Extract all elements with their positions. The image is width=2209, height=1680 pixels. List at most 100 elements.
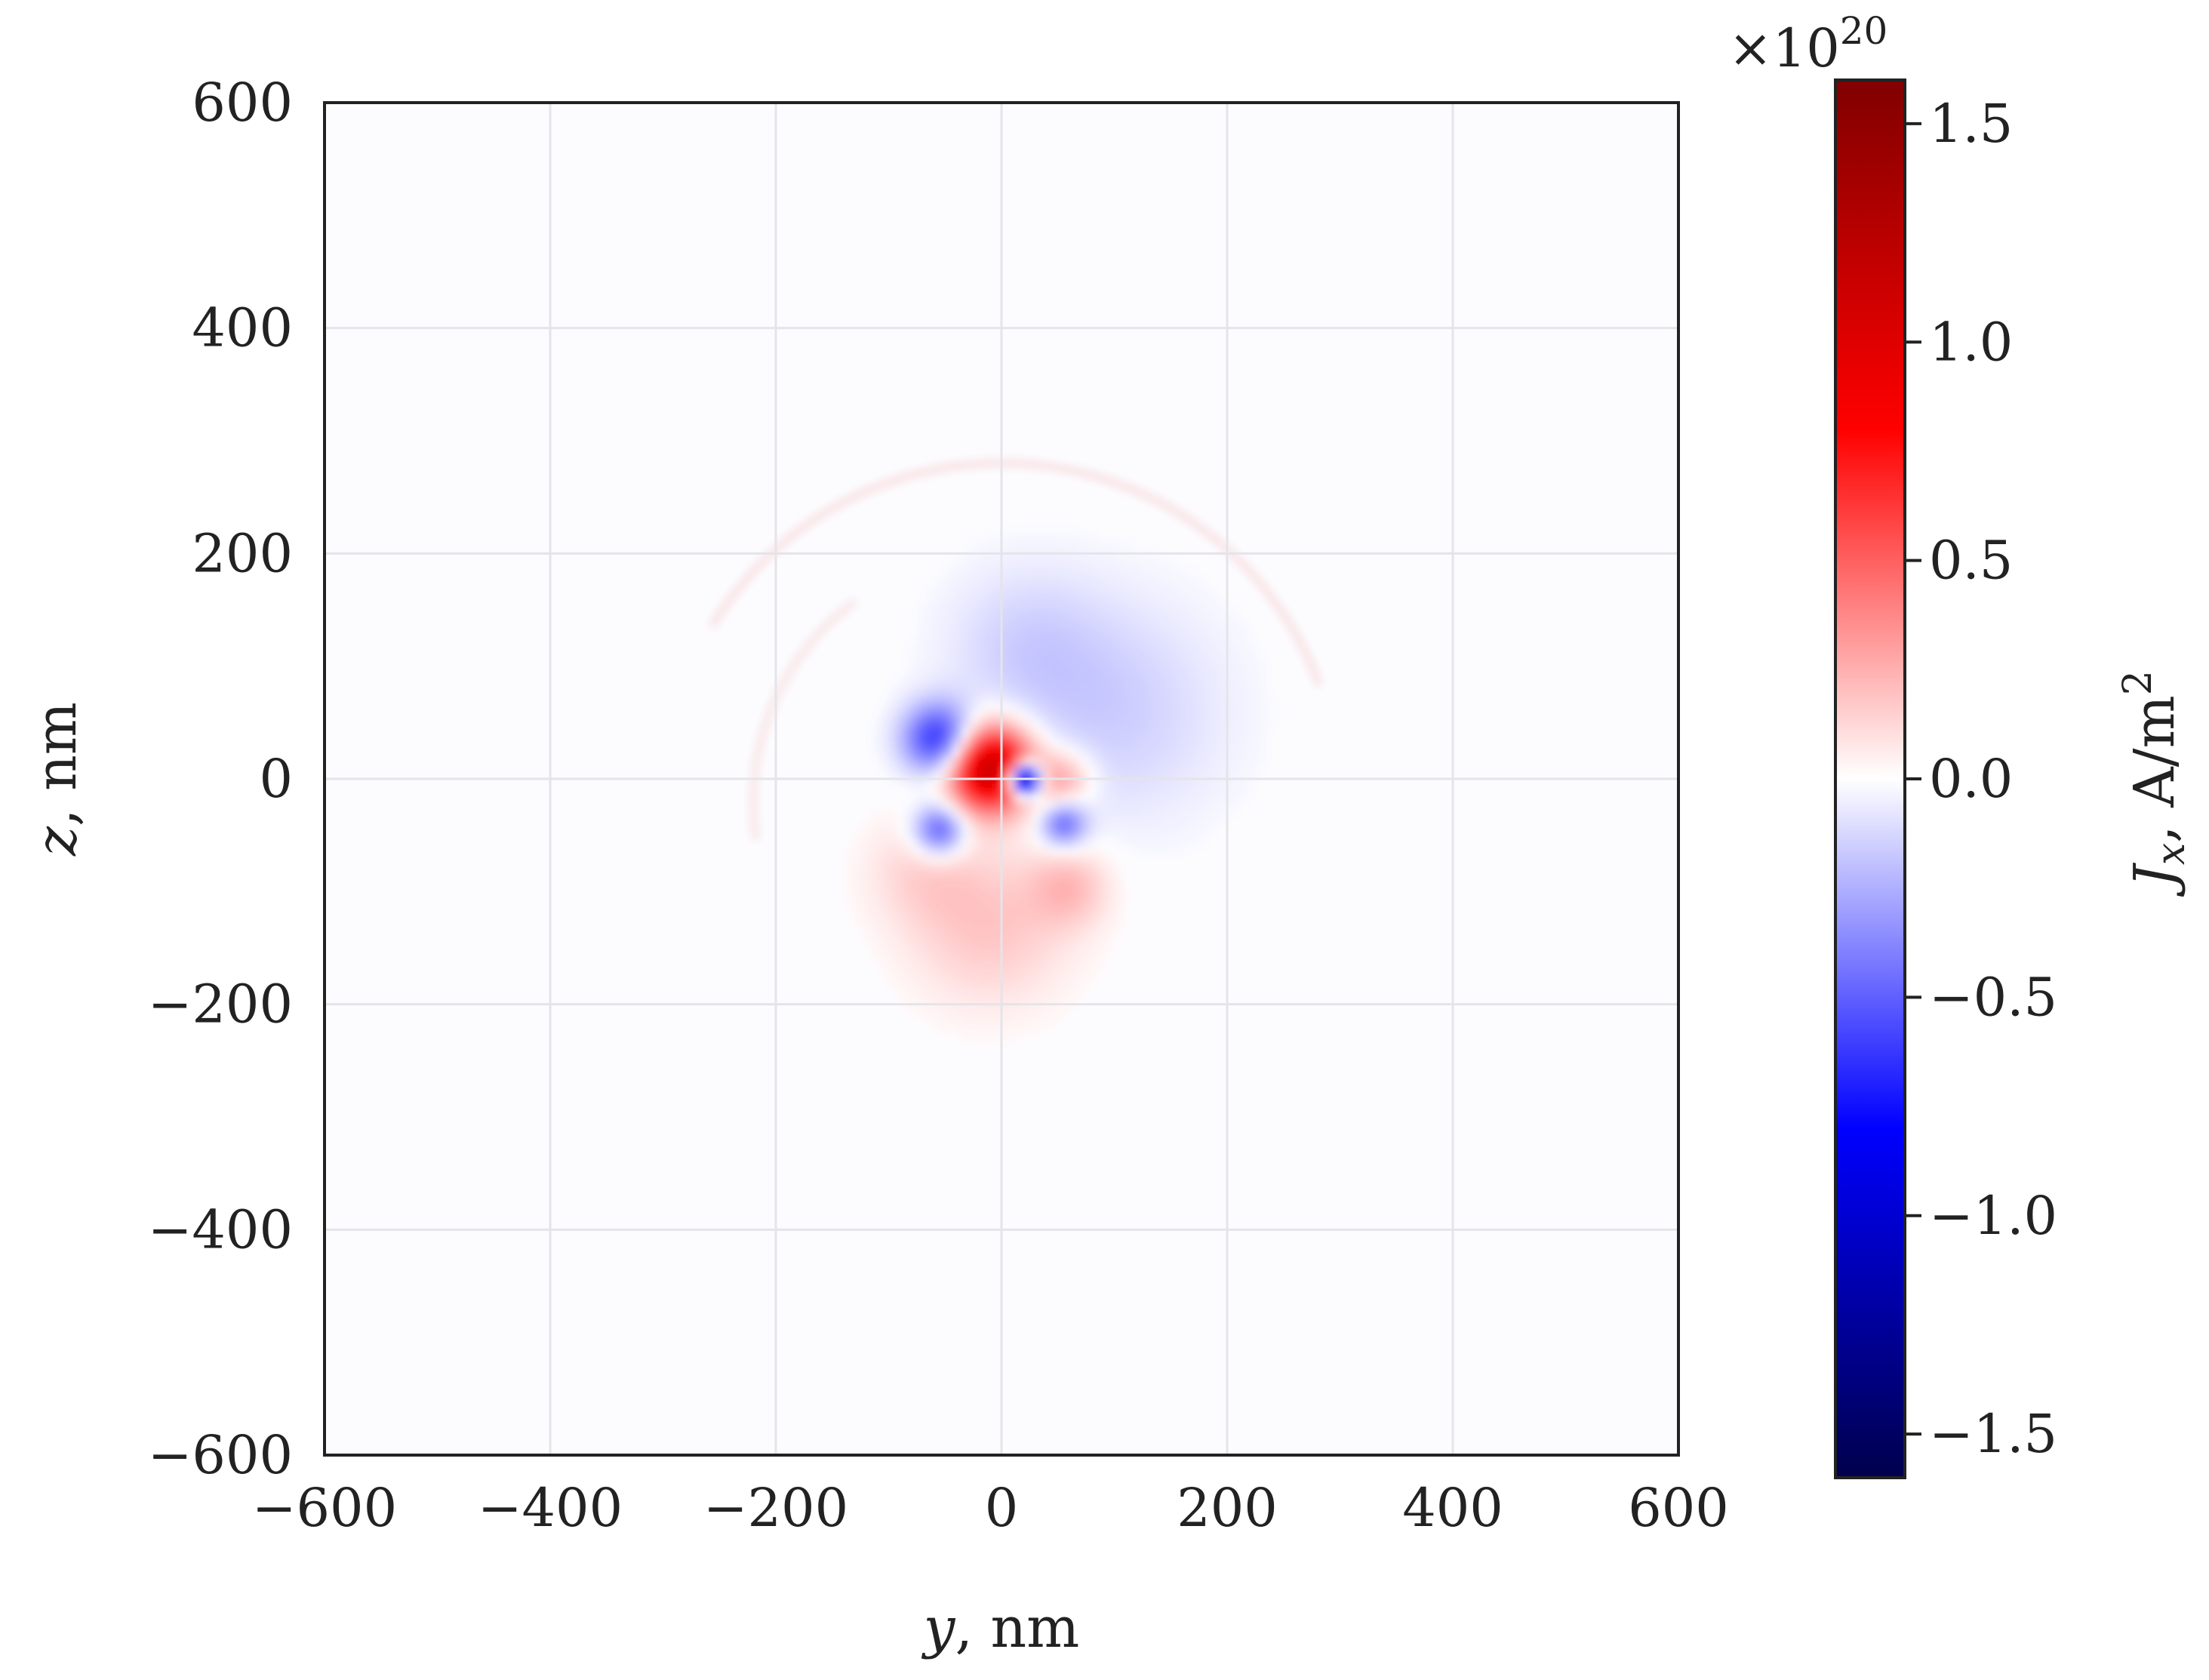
heatmap-cell <box>970 837 980 848</box>
heatmap-cell <box>961 603 971 613</box>
heatmap-cell <box>1114 738 1124 748</box>
heatmap-cell <box>906 873 916 883</box>
heatmap-cell <box>897 864 908 875</box>
heatmap-cell <box>1195 837 1205 848</box>
heatmap-cell <box>952 937 961 946</box>
heatmap-cell <box>915 837 925 848</box>
heatmap-cell <box>1204 612 1214 622</box>
heatmap-cell <box>1069 657 1079 667</box>
heatmap-cell <box>925 702 934 712</box>
heatmap-cell <box>1078 585 1088 595</box>
heatmap-cell <box>925 891 934 901</box>
heatmap-cell <box>934 963 943 974</box>
heatmap-cell <box>888 955 899 965</box>
heatmap-cell <box>988 531 998 541</box>
heatmap-cell <box>1177 684 1187 694</box>
heatmap-cell <box>1006 738 1016 748</box>
heatmap-cell <box>1087 720 1097 730</box>
heatmap-cell <box>1087 711 1097 721</box>
heatmap-cell <box>925 882 934 892</box>
heatmap-cell <box>925 684 934 694</box>
heatmap-cell <box>915 702 925 712</box>
heatmap-cell <box>1069 909 1079 919</box>
heatmap-cell <box>1069 666 1079 676</box>
heatmap-cell <box>979 891 989 901</box>
heatmap-cell <box>861 900 872 910</box>
heatmap-cell <box>925 792 934 802</box>
heatmap-cell <box>1087 540 1097 549</box>
heatmap-cell <box>1023 972 1034 983</box>
heatmap-cell <box>1051 558 1061 568</box>
heatmap-cell <box>1078 729 1088 739</box>
heatmap-cell <box>888 693 899 703</box>
heatmap-cell <box>1123 567 1134 577</box>
heatmap-cell <box>1186 693 1196 703</box>
heatmap-cell <box>870 909 881 919</box>
heatmap-cell <box>1014 1026 1025 1037</box>
heatmap-cell <box>952 657 961 667</box>
heatmap-cell <box>1096 603 1106 613</box>
heatmap-cell <box>925 810 934 820</box>
heatmap-cell <box>961 702 971 712</box>
heatmap-cell <box>852 855 863 866</box>
heatmap-cell <box>1177 738 1187 748</box>
heatmap-cell <box>1114 576 1124 586</box>
heatmap-cell <box>1204 810 1214 820</box>
heatmap-cell <box>1105 657 1115 667</box>
heatmap-cell <box>861 819 872 829</box>
heatmap-cell <box>1123 558 1134 568</box>
heatmap-cell <box>906 909 916 919</box>
heatmap-cell <box>1006 928 1016 937</box>
heatmap-cell <box>970 900 980 910</box>
heatmap-cell <box>1150 765 1160 775</box>
heatmap-cell <box>1014 729 1025 739</box>
heatmap-cell <box>1150 675 1160 685</box>
heatmap-cell <box>1195 576 1205 586</box>
heatmap-cell <box>934 873 943 883</box>
heatmap-cell <box>1051 657 1061 667</box>
heatmap-cell <box>979 756 989 766</box>
heatmap-cell <box>952 702 961 712</box>
heatmap-cell <box>1132 783 1142 793</box>
heatmap-cell <box>1096 891 1106 901</box>
heatmap-cell <box>1177 620 1187 631</box>
heatmap-cell <box>1096 648 1106 658</box>
heatmap-cell <box>1023 638 1034 649</box>
heatmap-cell <box>970 955 980 965</box>
heatmap-cell <box>1006 900 1016 910</box>
colorbar: 1.51.00.50.0−0.5−1.0−1.5 ×1020 Jx, A/m2 <box>1728 9 2194 1479</box>
heatmap-cell <box>934 918 943 928</box>
heatmap-cell <box>1240 629 1251 640</box>
heatmap-cell <box>879 882 890 892</box>
colorbar-tick-label: −1.0 <box>1929 1185 2057 1247</box>
heatmap-cell <box>934 946 943 955</box>
heatmap-cell <box>1258 684 1269 694</box>
heatmap-cell <box>1078 828 1088 838</box>
heatmap-cell <box>970 756 980 766</box>
heatmap-cell <box>1096 819 1106 829</box>
heatmap-cell <box>1114 620 1124 631</box>
heatmap-cell <box>1096 765 1106 775</box>
heatmap-cell <box>970 1008 980 1019</box>
heatmap-cell <box>870 828 881 838</box>
heatmap-cell <box>1006 946 1016 955</box>
heatmap-cell <box>1168 756 1178 766</box>
heatmap-cell <box>1006 666 1016 676</box>
heatmap-cell <box>1105 918 1115 928</box>
heatmap-cell <box>1159 693 1169 703</box>
heatmap-cell <box>1195 702 1205 712</box>
heatmap-cell <box>1051 810 1061 820</box>
heatmap-cell <box>1041 882 1052 892</box>
heatmap-cell <box>1078 738 1088 748</box>
heatmap-cell <box>1051 946 1061 955</box>
heatmap-cell <box>1087 675 1097 685</box>
heatmap-cell <box>1041 612 1052 622</box>
heatmap-cell <box>1258 756 1269 766</box>
heatmap-cell <box>1087 567 1097 577</box>
heatmap-cell <box>1214 747 1223 757</box>
heatmap-cell <box>1240 729 1251 739</box>
heatmap-cell <box>1186 756 1196 766</box>
heatmap-cell <box>979 928 989 937</box>
heatmap-cell <box>879 900 890 910</box>
heatmap-cell <box>870 855 881 866</box>
